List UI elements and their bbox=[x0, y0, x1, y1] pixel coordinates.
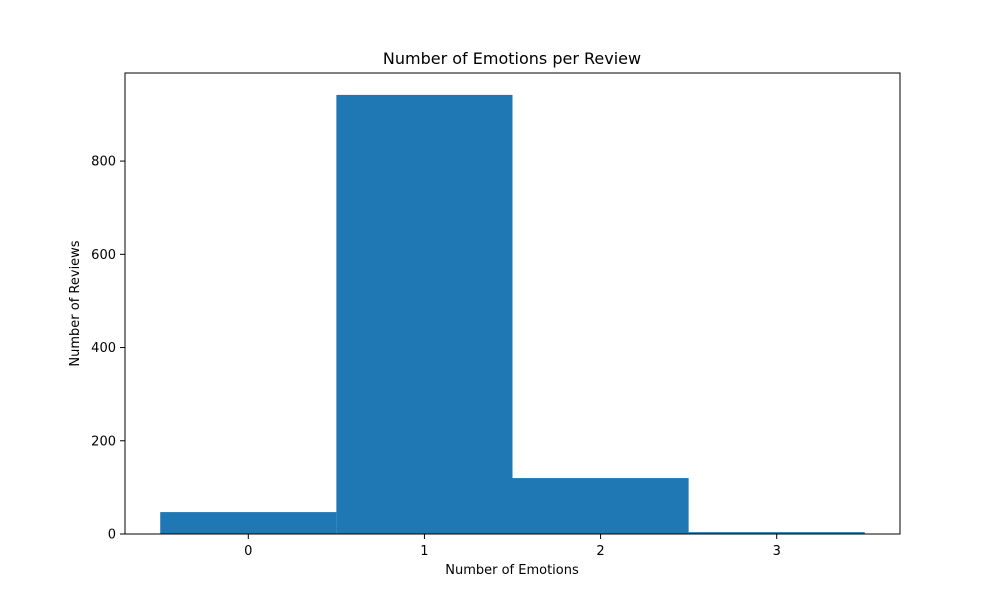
y-tick-label-800: 800 bbox=[91, 155, 116, 170]
y-tick-label-0: 0 bbox=[108, 528, 116, 543]
bars-layer bbox=[160, 94, 865, 534]
bar-3 bbox=[688, 532, 865, 534]
bar-0 bbox=[160, 512, 337, 534]
ticks-layer: 0 1 2 3 0 200 400 600 800 bbox=[91, 155, 781, 559]
bar-2 bbox=[512, 478, 689, 534]
x-tick-label-0: 0 bbox=[244, 544, 252, 559]
y-tick-label-600: 600 bbox=[91, 248, 116, 263]
x-axis-label: Number of Emotions bbox=[445, 563, 579, 578]
chart-title: Number of Emotions per Review bbox=[383, 49, 641, 68]
y-axis-label: Number of Reviews bbox=[68, 240, 83, 366]
x-tick-label-1: 1 bbox=[420, 544, 428, 559]
plot-area-frame bbox=[124, 72, 901, 535]
x-tick-label-2: 2 bbox=[596, 544, 604, 559]
bar-1 bbox=[336, 94, 513, 534]
y-tick-label-400: 400 bbox=[91, 341, 116, 356]
x-tick-label-3: 3 bbox=[773, 544, 781, 559]
y-tick-label-200: 200 bbox=[91, 434, 116, 449]
